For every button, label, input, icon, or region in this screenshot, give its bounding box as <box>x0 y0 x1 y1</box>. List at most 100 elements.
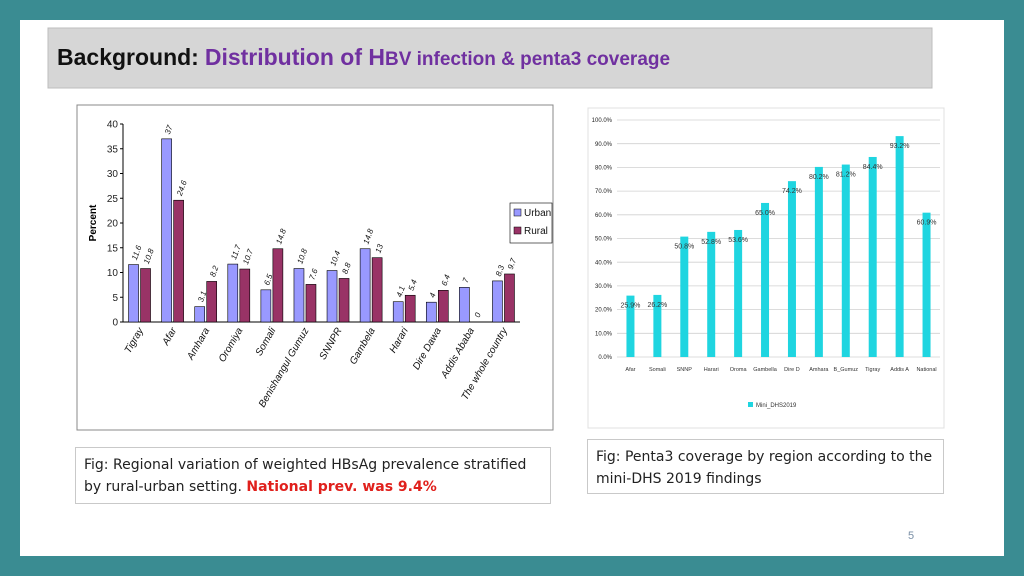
bar <box>425 301 437 323</box>
y-tick-label: 90.0% <box>595 142 613 148</box>
data-label: 13 <box>374 242 386 254</box>
y-tick-label: 60.0% <box>595 213 613 219</box>
legend-label: Urban <box>524 208 551 219</box>
x-tick-label: Tigray <box>865 367 880 373</box>
chart-frame <box>76 104 554 431</box>
bar <box>272 248 284 323</box>
title-label: Background: <box>57 44 199 70</box>
bar <box>734 229 743 357</box>
bar <box>161 138 172 323</box>
y-tick-label: 0 <box>112 318 118 329</box>
y-tick-label: 30.0% <box>595 284 613 290</box>
data-label: 3.1 <box>196 290 208 304</box>
y-tick-label: 0.0% <box>598 355 612 361</box>
data-label: 52.8% <box>701 239 721 246</box>
y-tick-label: 40.0% <box>595 260 613 266</box>
bar <box>922 212 931 357</box>
bar <box>239 268 251 323</box>
data-label: 37 <box>163 124 175 136</box>
bar <box>459 287 470 323</box>
bar <box>260 289 272 323</box>
data-label: 8.2 <box>208 264 220 278</box>
data-label: 26.2% <box>647 302 667 309</box>
data-label: 25.9% <box>621 303 641 310</box>
data-label: 8.8 <box>340 261 352 275</box>
y-tick-label: 10 <box>107 268 119 279</box>
x-tick-label: National <box>916 367 936 373</box>
bar <box>680 236 689 357</box>
title-bar <box>47 27 933 89</box>
legend-label: Rural <box>524 226 548 237</box>
data-label: 53.6% <box>728 237 748 244</box>
y-axis-title: Percent <box>88 204 99 241</box>
data-label: 81.2% <box>836 172 856 179</box>
data-label: 5.4 <box>407 278 419 292</box>
slide-title: Background: Distribution of HBV infection… <box>57 44 670 70</box>
x-tick-label: B_Gumuz <box>834 367 859 373</box>
bar <box>206 281 218 323</box>
caption: Fig: Regional variation of weighted HBsA… <box>75 447 551 504</box>
x-tick-label: Gambella <box>753 367 777 373</box>
bar <box>761 202 770 357</box>
y-tick-label: 40 <box>107 120 119 131</box>
data-label: 50.8% <box>674 244 694 251</box>
legend-label: Mini_DHS2019 <box>756 403 797 409</box>
data-label: 0 <box>473 311 483 319</box>
data-label: 4.1 <box>395 285 407 299</box>
data-label: 65.0% <box>755 210 775 217</box>
x-tick-label: SNNP <box>677 367 693 373</box>
caption-highlight: National prev. was 9.4% <box>246 479 437 495</box>
data-label: 9.7 <box>506 257 518 271</box>
bar <box>653 294 662 357</box>
bar <box>404 294 416 323</box>
bar <box>787 181 796 357</box>
bar <box>707 231 716 357</box>
caption-text: Fig: Regional variation of weighted HBsA… <box>84 457 527 495</box>
legend-swatch <box>748 402 753 407</box>
y-tick-label: 5 <box>112 293 118 304</box>
bar <box>338 278 350 323</box>
bar <box>128 264 139 323</box>
data-label: 8.3 <box>494 264 506 278</box>
y-tick-label: 20.0% <box>595 308 613 314</box>
bar <box>841 164 850 357</box>
bar <box>227 263 239 323</box>
x-tick-label: Afar <box>625 367 635 373</box>
bar <box>140 268 151 323</box>
data-label: 80.2% <box>809 174 829 181</box>
y-tick-label: 20 <box>107 219 119 230</box>
bar <box>371 257 383 323</box>
data-label: 6.4 <box>440 273 452 287</box>
y-tick-label: 25 <box>107 194 119 205</box>
data-label: 7 <box>461 276 471 284</box>
bar <box>326 270 338 323</box>
bar <box>173 199 184 323</box>
bar <box>814 166 823 357</box>
bar <box>293 268 305 323</box>
y-tick-label: 35 <box>107 144 119 155</box>
bar <box>194 306 206 323</box>
bar <box>437 290 449 323</box>
data-label: 93.2% <box>890 143 910 150</box>
x-tick-label: Addis A <box>890 367 909 373</box>
x-tick-label: Amhara <box>809 367 829 373</box>
bar <box>895 136 904 357</box>
bar <box>492 280 503 323</box>
bar <box>305 284 317 323</box>
page-number: 5 <box>908 530 915 542</box>
y-tick-label: 15 <box>107 243 119 254</box>
data-label: 4 <box>428 291 438 299</box>
legend-swatch <box>513 226 522 235</box>
y-tick-label: 50.0% <box>595 237 613 243</box>
legend-swatch <box>513 208 522 217</box>
caption: Fig: Penta3 coverage by region according… <box>587 439 944 494</box>
x-tick-label: Oroma <box>730 367 748 373</box>
caption-text: Fig: Penta3 coverage by region according… <box>596 449 933 487</box>
data-label: 84.4% <box>863 164 883 171</box>
y-tick-label: 80.0% <box>595 166 613 172</box>
y-tick-label: 70.0% <box>595 189 613 195</box>
y-tick-label: 100.0% <box>592 118 613 124</box>
bar <box>868 156 877 357</box>
